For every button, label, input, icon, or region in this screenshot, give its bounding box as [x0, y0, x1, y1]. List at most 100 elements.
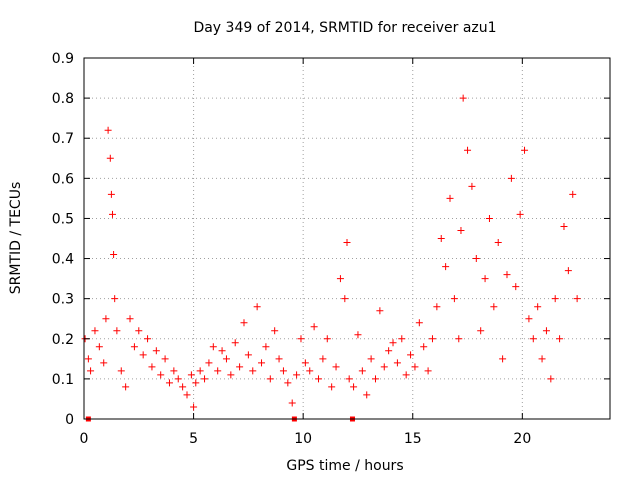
data-point: [402, 371, 410, 379]
y-tick-label: 0.6: [52, 171, 74, 187]
data-point: [332, 363, 340, 371]
data-point: [512, 283, 520, 291]
data-point: [503, 271, 511, 279]
data-point: [354, 331, 362, 339]
data-point: [284, 379, 292, 387]
data-point: [240, 319, 248, 327]
data-point: [293, 371, 301, 379]
data-point: [179, 383, 187, 391]
data-point: [231, 339, 239, 347]
data-point: [367, 355, 375, 363]
data-point: [144, 335, 152, 343]
data-point: [564, 267, 572, 275]
data-point: [102, 315, 110, 323]
data-point: [315, 375, 323, 383]
data-point: [319, 355, 327, 363]
data-point: [442, 263, 450, 271]
data-point: [485, 214, 493, 222]
data-point: [323, 335, 331, 343]
data-point: [91, 327, 99, 335]
y-tick-label: 0.5: [52, 211, 74, 227]
data-point: [187, 371, 195, 379]
data-point: [450, 295, 458, 303]
data-point: [214, 367, 222, 375]
data-point: [297, 335, 305, 343]
y-tick-label: 0.8: [52, 91, 74, 107]
data-point: [258, 359, 266, 367]
y-tick-label: 0.9: [52, 51, 74, 67]
data-point: [437, 235, 445, 242]
data-point: [275, 355, 283, 363]
data-point: [170, 367, 178, 375]
data-point: [560, 222, 568, 230]
chart-title: Day 349 of 2014, SRMTID for receiver azu…: [193, 20, 496, 36]
data-point: [196, 367, 204, 375]
x-tick-label: 20: [513, 431, 531, 447]
data-point: [468, 182, 476, 190]
data-point: [371, 375, 379, 383]
data-point: [122, 383, 130, 391]
data-point: [87, 367, 95, 375]
data-point: [253, 303, 261, 311]
axis-ticks: [83, 57, 610, 420]
data-point: [516, 210, 524, 218]
data-point: [107, 190, 115, 198]
grid: [84, 58, 610, 419]
y-tick-labels: 0 0.1 0.2 0.3 0.4 0.5 0.6 0.7 0.8 0.9: [52, 51, 74, 428]
data-point: [420, 343, 428, 351]
data-point: [266, 375, 274, 383]
data-point: [236, 363, 244, 371]
data-point: [573, 295, 581, 303]
data-point: [389, 339, 397, 347]
data-point: [152, 347, 160, 355]
data-point: [525, 315, 533, 323]
data-point: [100, 359, 108, 367]
data-point: [428, 335, 436, 343]
y-tick-label: 0.4: [52, 252, 74, 268]
data-point: [271, 327, 279, 335]
data-point: [494, 239, 502, 247]
data-point: [457, 226, 465, 234]
data-point: [534, 303, 542, 311]
data-point: [244, 351, 252, 359]
data-point: [343, 239, 351, 247]
data-point: [350, 383, 358, 391]
y-tick-label: 0: [65, 412, 74, 428]
data-point: [499, 355, 507, 363]
data-point: [301, 359, 309, 367]
data-point: [529, 335, 537, 343]
data-point: [411, 363, 419, 371]
data-point: [398, 335, 406, 343]
data-point: [415, 319, 423, 327]
data-point: [126, 315, 134, 323]
data-point: [407, 351, 415, 359]
data-point: [556, 335, 564, 343]
data-point: [161, 355, 169, 363]
data-point: [288, 399, 296, 407]
data-point: [192, 379, 200, 387]
data-point: [165, 379, 173, 387]
data-point: [490, 303, 498, 311]
data-point: [84, 355, 92, 363]
plot-frame: [83, 57, 611, 420]
data-point: [336, 275, 344, 283]
data-point: [310, 323, 318, 331]
data-point: [227, 371, 235, 379]
y-tick-label: 0.1: [52, 372, 74, 388]
data-point: [157, 371, 165, 379]
data-point: [111, 295, 119, 303]
data-point: [218, 347, 226, 355]
data-point: [424, 367, 432, 375]
x-axis-title: GPS time / hours: [286, 458, 403, 474]
data-point: [542, 327, 550, 335]
data-point: [507, 174, 515, 182]
x-tick-label: 15: [404, 431, 422, 447]
data-point: [174, 375, 182, 383]
data-point: [459, 94, 467, 102]
data-point: [130, 343, 138, 351]
y-tick-label: 0.7: [52, 131, 74, 147]
data-point: [113, 327, 121, 335]
data-point: [363, 391, 371, 399]
data-point: [393, 359, 401, 367]
